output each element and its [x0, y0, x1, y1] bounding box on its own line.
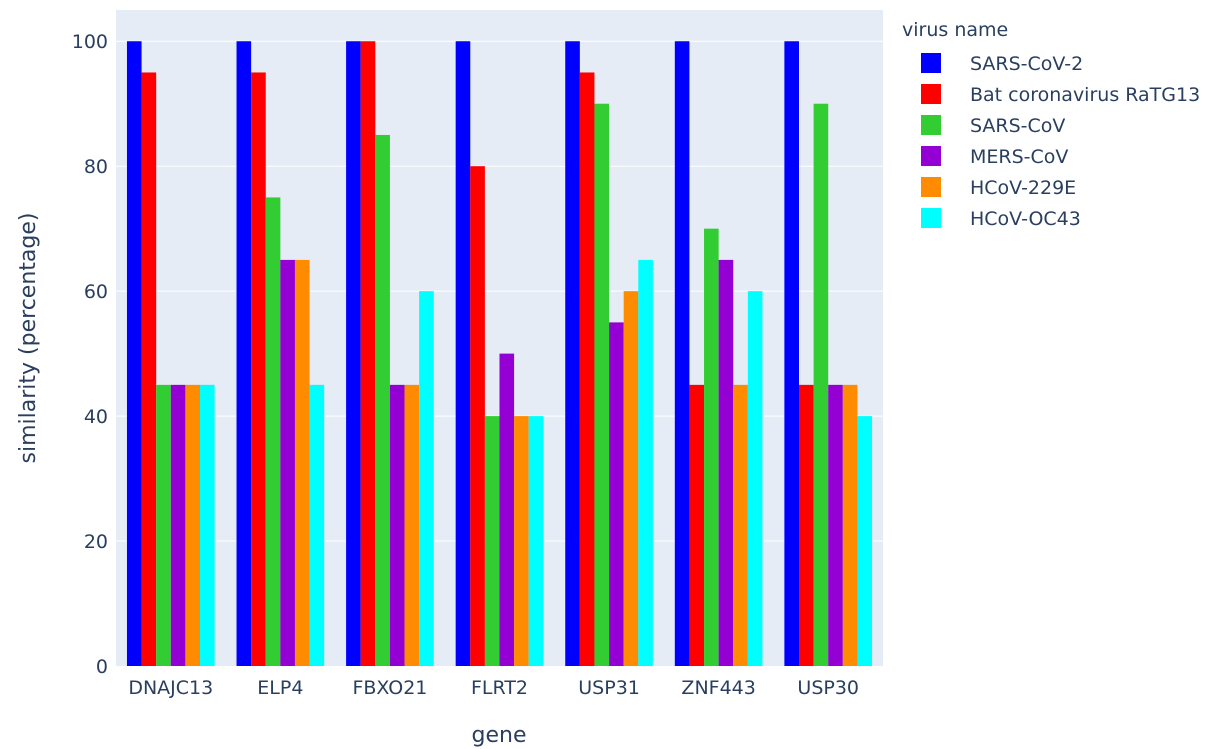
bar-usp30-4[interactable] [842, 384, 858, 666]
legend-label[interactable]: Bat coronavirus RaTG13 [970, 84, 1200, 106]
x-tick-label: FBXO21 [352, 677, 427, 699]
y-tick-label: 80 [84, 156, 108, 178]
legend-title: virus name [902, 19, 1008, 41]
bar-usp31-3[interactable] [609, 322, 624, 666]
y-tick-labels: 0 20 40 60 80 100 [72, 31, 108, 678]
y-axis-title: similarity (percentage) [16, 213, 41, 464]
bar-dnajc13-4[interactable] [185, 384, 201, 666]
x-tick-labels: DNAJC13 ELP4 FBXO21 FLRT2 USP31 ZNF443 USP30 [128, 677, 859, 699]
bar-znf443-3[interactable] [718, 259, 734, 666]
legend-label[interactable]: HCoV-OC43 [970, 208, 1081, 230]
y-tick-label: 40 [84, 406, 108, 428]
bar-flrt2-0[interactable] [455, 41, 471, 666]
x-axis-title: gene [472, 723, 527, 748]
bar-usp31-4[interactable] [623, 291, 639, 666]
legend-swatch[interactable] [921, 208, 941, 228]
x-tick-label: USP30 [797, 677, 859, 699]
bar-elp4-0[interactable] [236, 41, 252, 666]
bar-usp30-0[interactable] [784, 41, 799, 666]
legend-label[interactable]: MERS-CoV [970, 146, 1068, 168]
bar-znf443-0[interactable] [674, 41, 690, 666]
bar-dnajc13-2[interactable] [156, 384, 171, 666]
bar-dnajc13-3[interactable] [170, 384, 186, 666]
legend-swatch[interactable] [921, 115, 941, 135]
legend-swatch[interactable] [921, 146, 941, 166]
bar-usp30-5[interactable] [857, 416, 873, 666]
bar-fbxo21-4[interactable] [404, 384, 420, 666]
y-tick-label: 60 [84, 281, 108, 303]
bar-usp31-2[interactable] [594, 103, 610, 666]
bar-fbxo21-2[interactable] [375, 134, 390, 666]
legend-label[interactable]: SARS-CoV-2 [970, 53, 1083, 75]
bar-fbxo21-1[interactable] [360, 41, 376, 666]
bar-znf443-5[interactable] [747, 291, 763, 666]
bars [126, 41, 873, 666]
bar-elp4-1[interactable] [251, 72, 266, 666]
x-tick-label: ELP4 [257, 677, 303, 699]
bar-dnajc13-0[interactable] [126, 41, 142, 666]
x-tick-label: ZNF443 [681, 677, 755, 699]
bar-fbxo21-0[interactable] [346, 41, 361, 666]
bar-flrt2-2[interactable] [484, 416, 500, 666]
bar-fbxo21-5[interactable] [419, 291, 434, 666]
bar-dnajc13-1[interactable] [141, 72, 157, 666]
x-tick-label: DNAJC13 [128, 677, 213, 699]
y-tick-label: 0 [96, 656, 108, 678]
bar-elp4-4[interactable] [294, 259, 310, 666]
legend: virus name SARS-CoV-2 Bat coronavirus RaT… [902, 19, 1200, 230]
bar-usp30-2[interactable] [813, 103, 829, 666]
bar-flrt2-3[interactable] [499, 353, 515, 666]
bar-usp31-5[interactable] [638, 259, 653, 666]
bar-flrt2-1[interactable] [470, 166, 485, 666]
legend-label[interactable]: SARS-CoV [970, 115, 1065, 137]
bar-znf443-2[interactable] [704, 228, 719, 666]
y-tick-label: 20 [84, 531, 108, 553]
bar-elp4-2[interactable] [265, 197, 281, 666]
bar-znf443-4[interactable] [733, 384, 748, 666]
bar-usp31-1[interactable] [579, 72, 595, 666]
bar-elp4-3[interactable] [280, 259, 295, 666]
legend-swatch[interactable] [921, 84, 941, 104]
x-tick-label: USP31 [578, 677, 640, 699]
bar-usp30-3[interactable] [828, 384, 843, 666]
x-tick-label: FLRT2 [471, 677, 528, 699]
bar-dnajc13-5[interactable] [200, 384, 215, 666]
bar-flrt2-4[interactable] [514, 416, 529, 666]
bar-usp30-1[interactable] [798, 384, 814, 666]
bar-usp31-0[interactable] [565, 41, 580, 666]
y-tick-label: 100 [72, 31, 108, 53]
bar-fbxo21-3[interactable] [389, 384, 405, 666]
bar-elp4-5[interactable] [309, 384, 325, 666]
legend-swatch[interactable] [921, 177, 941, 197]
bar-flrt2-5[interactable] [528, 416, 544, 666]
legend-swatch[interactable] [921, 53, 941, 73]
bar-znf443-1[interactable] [689, 384, 705, 666]
legend-label[interactable]: HCoV-229E [970, 177, 1076, 199]
